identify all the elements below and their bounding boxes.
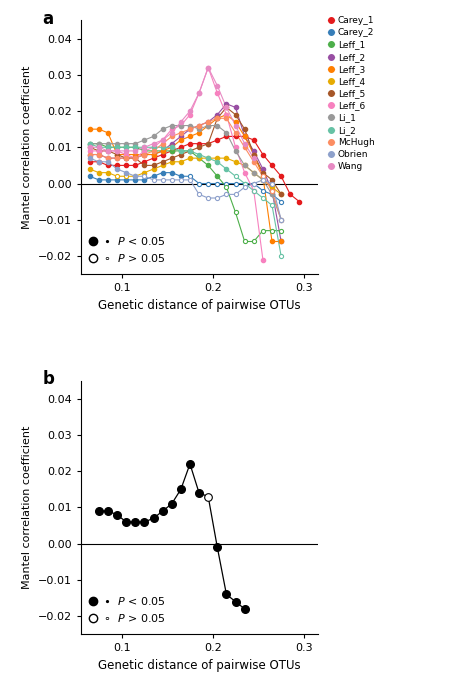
Text: a: a [43, 10, 54, 29]
X-axis label: Genetic distance of pairwise OTUs: Genetic distance of pairwise OTUs [98, 659, 301, 672]
Y-axis label: Mantel correlation coefficient: Mantel correlation coefficient [22, 426, 32, 589]
Legend: $\bullet$  $P$ < 0.05, $\circ$  $P$ > 0.05: $\bullet$ $P$ < 0.05, $\circ$ $P$ > 0.05 [86, 230, 170, 269]
Text: b: b [43, 370, 55, 389]
Y-axis label: Mantel correlation coefficient: Mantel correlation coefficient [22, 65, 32, 229]
X-axis label: Genetic distance of pairwise OTUs: Genetic distance of pairwise OTUs [98, 299, 301, 312]
Legend: $\bullet$  $P$ < 0.05, $\circ$  $P$ > 0.05: $\bullet$ $P$ < 0.05, $\circ$ $P$ > 0.05 [86, 590, 170, 629]
